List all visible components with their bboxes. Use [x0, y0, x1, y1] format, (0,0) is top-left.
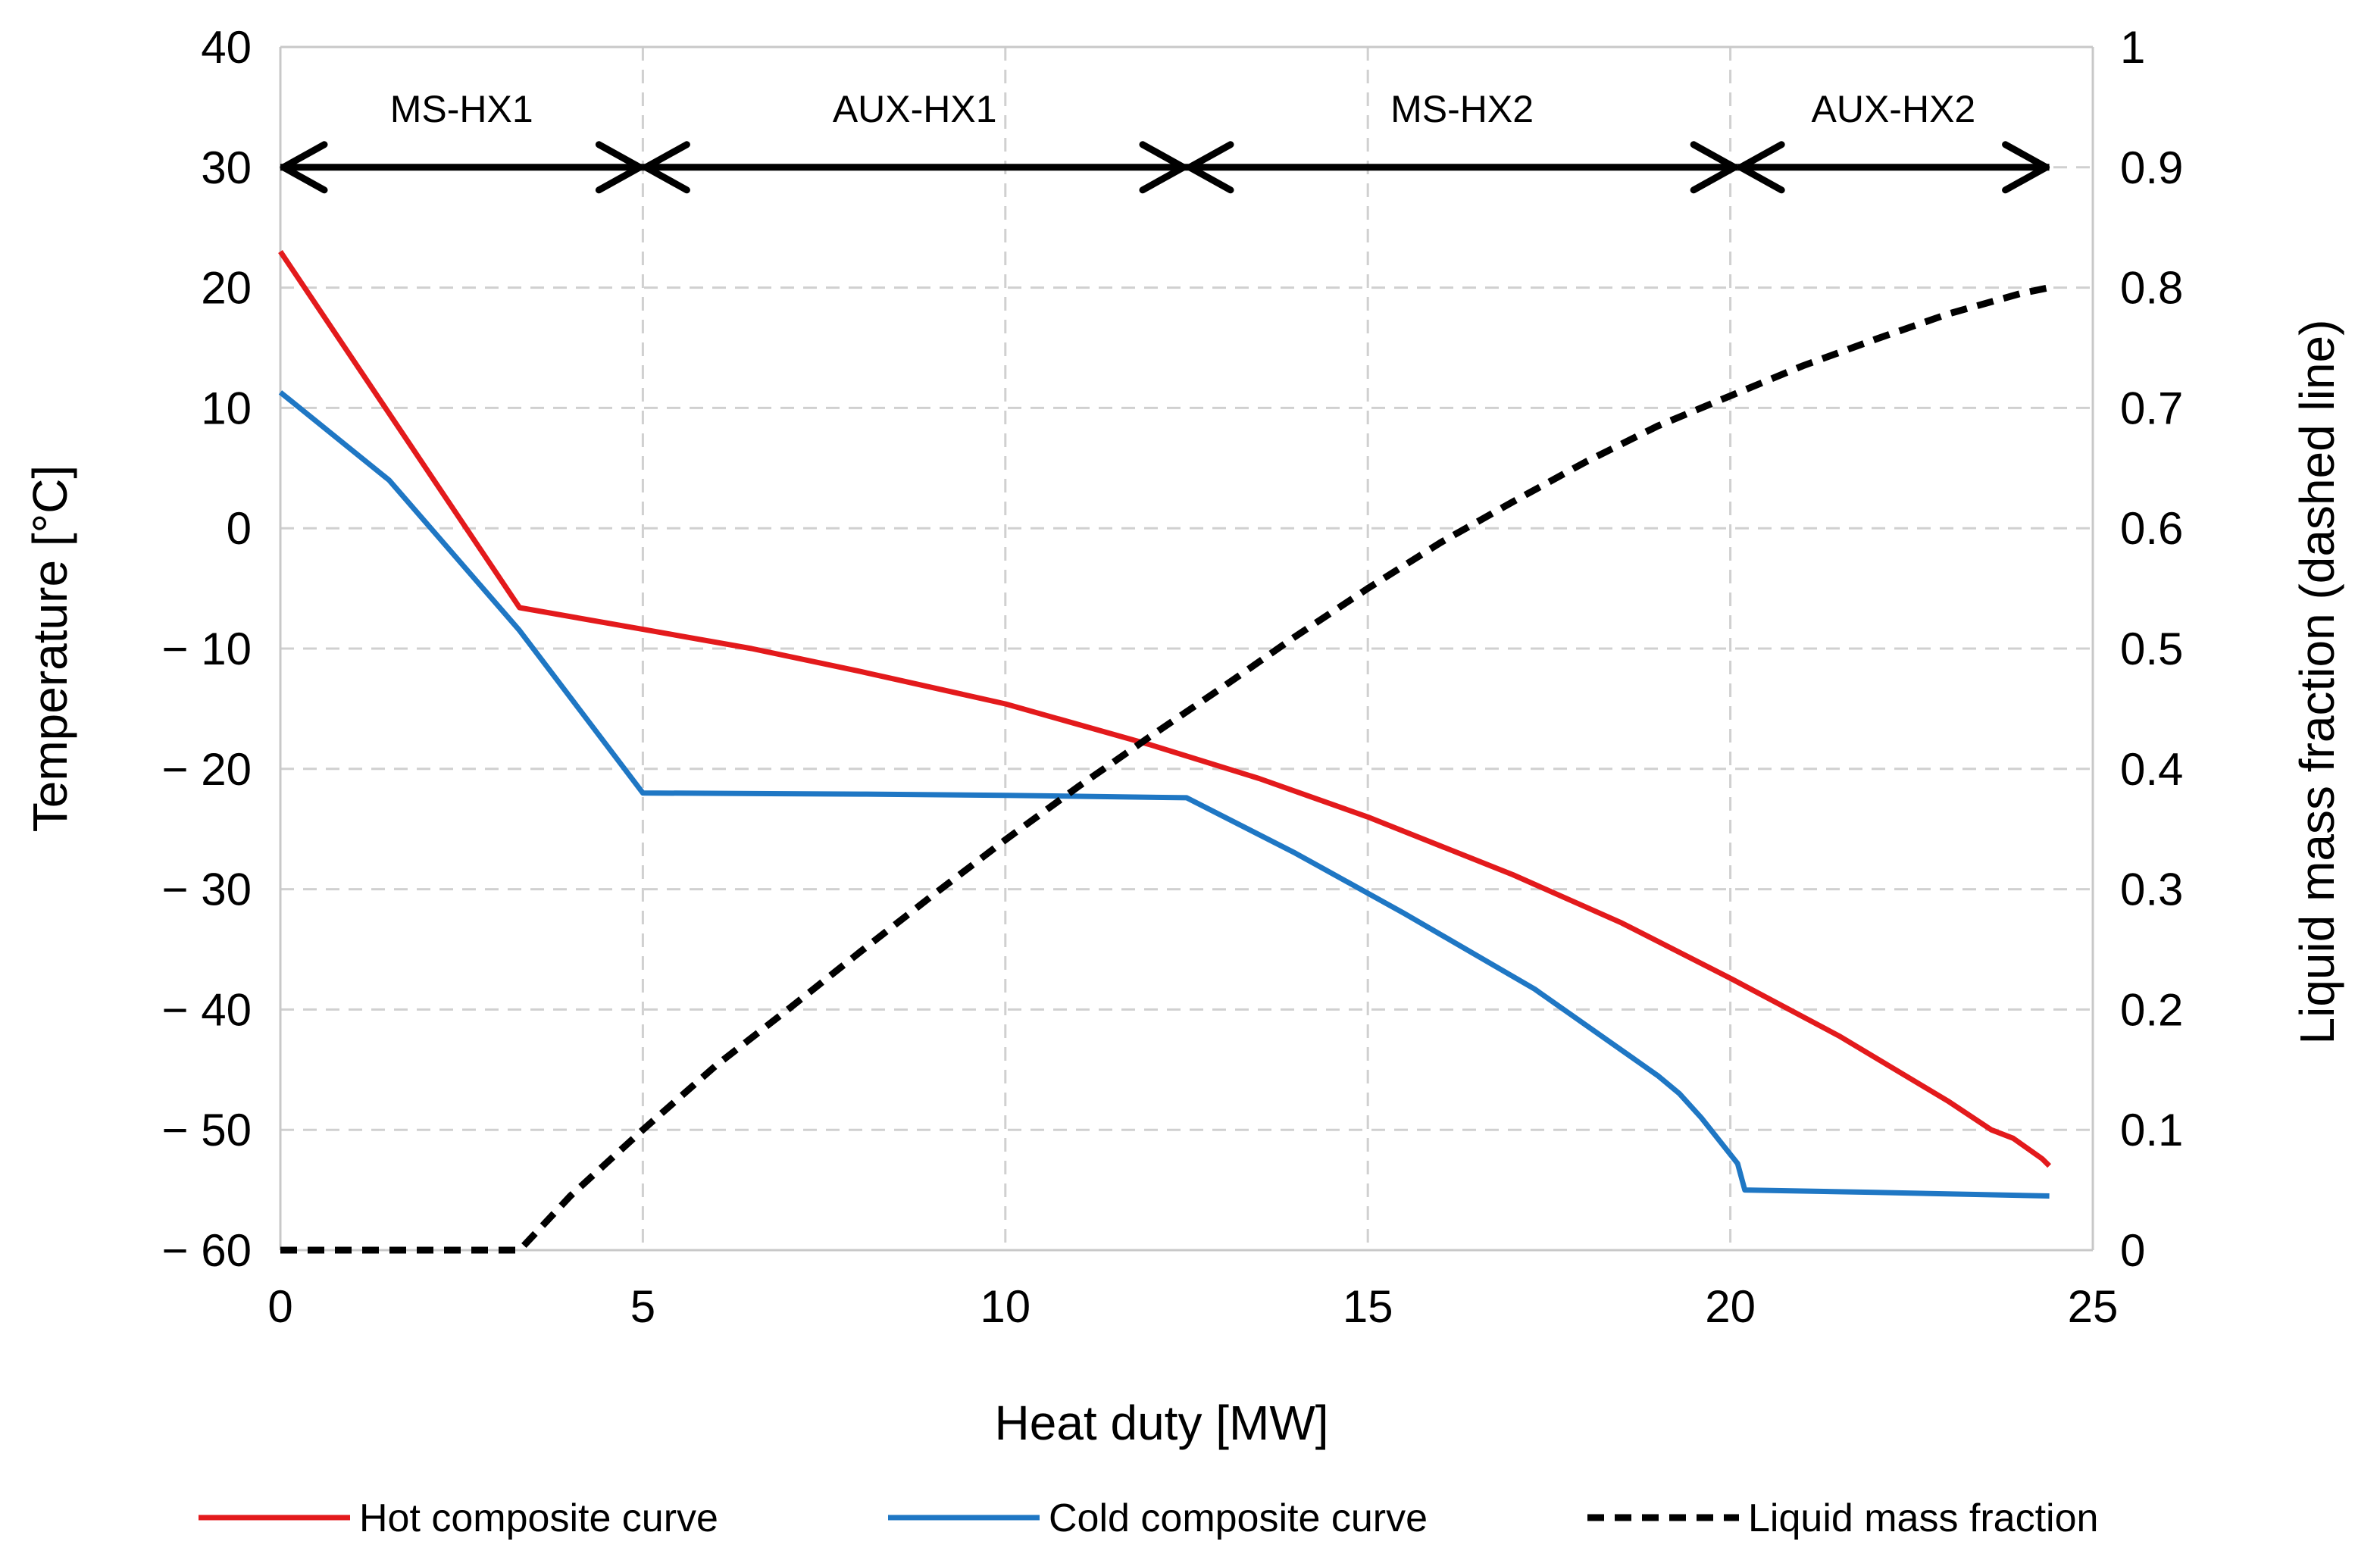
- axes: [279, 45, 2094, 1252]
- zone-arrow-head-left: [642, 141, 690, 194]
- grid-lines: [280, 47, 2093, 1250]
- y2-tick-label: 0.4: [2120, 744, 2183, 795]
- x-tick-label: 10: [980, 1281, 1030, 1332]
- y-tick-label: − 30: [162, 864, 252, 915]
- x-tick-label: 0: [267, 1281, 292, 1332]
- series-line: [278, 390, 2050, 1199]
- y-tick-label: − 40: [162, 984, 252, 1035]
- x-tick-label: 20: [1705, 1281, 1756, 1332]
- series-line: [278, 250, 2052, 1168]
- zone-arrow-head-right: [1139, 141, 1187, 194]
- legend-label: Hot composite curve: [359, 1496, 718, 1540]
- zone-arrow-head-right: [595, 141, 643, 194]
- y-tick-label: 40: [201, 22, 252, 73]
- y-tick-label: 20: [201, 263, 252, 314]
- y2-tick-label: 0.3: [2120, 864, 2183, 915]
- zone-label: AUX-HX1: [833, 88, 997, 130]
- y-tick-label: 30: [201, 142, 252, 193]
- zone-label: MS-HX1: [390, 88, 533, 130]
- x-tick-label: 15: [1343, 1281, 1393, 1332]
- y2-axis-title: Liquid mass fraction (dashed line): [2290, 320, 2344, 1045]
- y2-tick-label: 0.1: [2120, 1105, 2183, 1155]
- x-tick-label: 25: [2068, 1281, 2119, 1332]
- y-tick-label: 10: [201, 383, 252, 433]
- y-tick-label: 0: [227, 503, 252, 554]
- y-tick-label: − 50: [162, 1105, 252, 1155]
- zone-arrow-head-right: [1690, 141, 1738, 194]
- series-line: [280, 284, 2050, 1254]
- x-tick-label: 5: [630, 1281, 655, 1332]
- zone-label: AUX-HX2: [1812, 88, 1976, 130]
- series-lines: [278, 250, 2052, 1254]
- tick-labels: − 60− 50− 40− 30− 20− 1001020304000.10.2…: [162, 22, 2184, 1332]
- x-axis-title: Heat duty [MW]: [995, 1396, 1329, 1450]
- y-tick-label: − 20: [162, 744, 252, 795]
- legend-label: Liquid mass fraction: [1748, 1496, 2098, 1540]
- y2-tick-label: 0.8: [2120, 263, 2183, 314]
- zone-arrow-head-right: [2002, 141, 2050, 194]
- y2-tick-label: 0.5: [2120, 624, 2183, 674]
- zone-arrow-head-left: [1186, 141, 1234, 194]
- y2-tick-label: 1: [2120, 22, 2145, 73]
- legend-label: Cold composite curve: [1049, 1496, 1428, 1540]
- y2-tick-label: 0.7: [2120, 383, 2183, 433]
- y2-tick-label: 0.9: [2120, 142, 2183, 193]
- y-axis-title: Temperature [°C]: [23, 465, 77, 832]
- zone-arrow-head-left: [1737, 141, 1785, 194]
- legend: Hot composite curve Cold composite curve L…: [199, 1496, 2098, 1540]
- y-tick-label: − 10: [162, 624, 252, 674]
- y2-tick-label: 0.2: [2120, 984, 2183, 1035]
- y2-tick-label: 0.6: [2120, 503, 2183, 554]
- zone-annotations: MS-HX1 AUX-HX1 MS-HX2 AUX-HX2: [280, 88, 2050, 194]
- y-tick-label: − 60: [162, 1225, 252, 1276]
- zone-arrow-head-left: [280, 141, 328, 194]
- y2-tick-label: 0: [2120, 1225, 2145, 1276]
- zone-label: MS-HX2: [1390, 88, 1534, 130]
